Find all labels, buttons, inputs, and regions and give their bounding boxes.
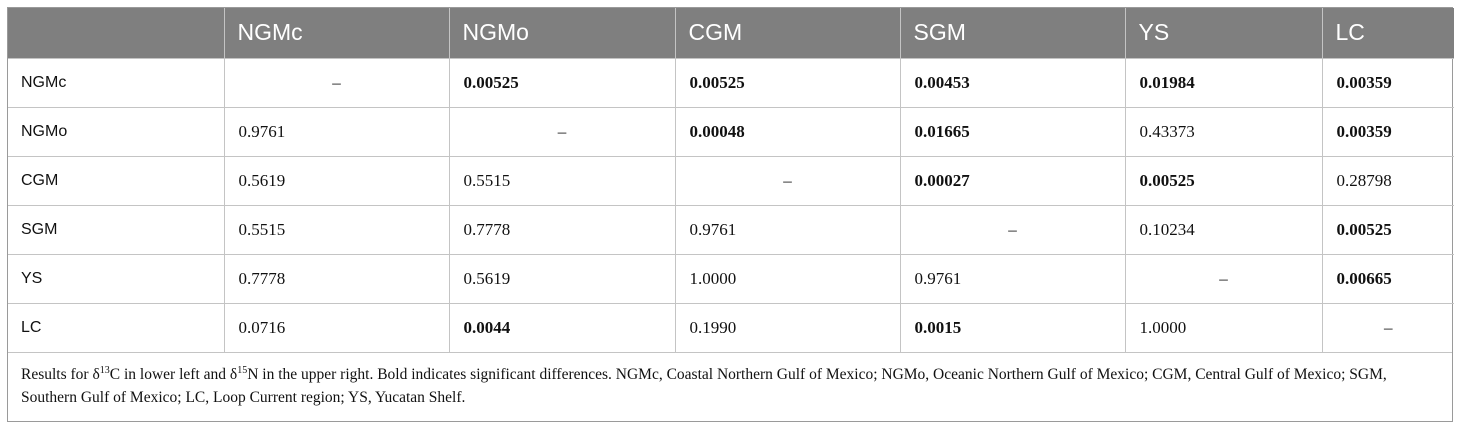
results-table-container: NGMc NGMo CGM SGM YS LC NGMc –0.00525 0.00… [7,7,1454,422]
dash-mark: – [1219,268,1228,288]
table-cell: 0.10234 [1125,204,1323,254]
footnote-part2: C in lower left and δ [109,366,238,383]
table-row: NGMc –0.00525 0.00525 0.00453 0.01984 0.00359 [8,57,1454,107]
header-cell-sgm: SGM [900,8,1126,58]
table-cell: 1.0000 [1125,302,1323,352]
table-cell: 0.00359 [1322,57,1454,107]
row-header-cell: NGMc [8,57,225,107]
table-row: YS 0.7778 0.5619 1.0000 0.9761 – 0.00665 [8,253,1454,303]
table-row: NGMo 0.9761 – 0.00048 0.01665 0.43373 0.00359 [8,106,1454,156]
table-cell: 0.5619 [449,253,676,303]
table-cell: 0.00525 [1125,155,1323,205]
table-cell: 0.00525 [1322,204,1454,254]
table-cell: 0.5619 [224,155,450,205]
dash-mark: – [1008,219,1017,239]
table-cell: 0.00048 [675,106,901,156]
footnote-part3: N in the upper right. Bold indicates sig… [21,366,1387,406]
row-header-cell: CGM [8,155,225,205]
header-cell-cgm: CGM [675,8,901,58]
header-cell-corner [8,8,225,58]
table-cell: 0.7778 [449,204,676,254]
row-header-cell: SGM [8,204,225,254]
table-cell-dash: – [1322,302,1454,352]
table-cell: 0.00453 [900,57,1126,107]
header-cell-lc: LC [1322,8,1454,58]
table-cell: 0.01665 [900,106,1126,156]
dash-mark: – [783,170,792,190]
table-cell-dash: – [675,155,901,205]
table-cell: 0.0044 [449,302,676,352]
table-header-row: NGMc NGMo CGM SGM YS LC [8,8,1454,58]
table-cell: 0.0015 [900,302,1126,352]
table-footnote: Results for δ13C in lower left and δ15N … [8,352,1452,421]
table-cell: 0.00525 [675,57,901,107]
table-cell: 0.00525 [449,57,676,107]
row-header-cell: NGMo [8,106,225,156]
table-cell: 0.5515 [224,204,450,254]
table-cell-dash: – [449,106,676,156]
table-cell: 0.00027 [900,155,1126,205]
table-cell: 0.00665 [1322,253,1454,303]
footnote-sup1: 13 [99,364,110,376]
row-header-cell: LC [8,302,225,352]
table-cell-dash: – [900,204,1126,254]
table-cell: 0.28798 [1322,155,1454,205]
table-cell: 0.00359 [1322,106,1454,156]
dash-mark: – [332,72,341,92]
table-cell: 0.9761 [675,204,901,254]
table-cell: 0.7778 [224,253,450,303]
table-row: SGM 0.5515 0.7778 0.9761 – 0.10234 0.00525 [8,204,1454,254]
table-cell: 0.9761 [900,253,1126,303]
header-cell-ngmc: NGMc [224,8,450,58]
footnote-part1: Results for δ [21,366,100,383]
table-cell: 1.0000 [675,253,901,303]
header-cell-ngmo: NGMo [449,8,676,58]
table-row: LC 0.0716 0.0044 0.1990 0.0015 1.0000 – [8,302,1454,352]
table-cell: 0.01984 [1125,57,1323,107]
footnote-sup2: 15 [237,364,248,376]
results-table: NGMc NGMo CGM SGM YS LC NGMc –0.00525 0.00… [8,8,1454,352]
table-cell: 0.0716 [224,302,450,352]
header-cell-ys: YS [1125,8,1323,58]
table-cell: 0.43373 [1125,106,1323,156]
table-cell-dash: – [224,57,450,107]
row-header-cell: YS [8,253,225,303]
table-body: NGMc –0.00525 0.00525 0.00453 0.01984 0.00359… [8,57,1454,352]
dash-mark: – [557,121,567,141]
table-cell-dash: – [1125,253,1323,303]
table-cell: 0.9761 [224,106,450,156]
dash-mark: – [1384,317,1393,337]
table-cell: 0.1990 [675,302,901,352]
table-row: CGM 0.5619 0.5515 – 0.00027 0.00525 0.28798 [8,155,1454,205]
table-cell: 0.5515 [449,155,676,205]
